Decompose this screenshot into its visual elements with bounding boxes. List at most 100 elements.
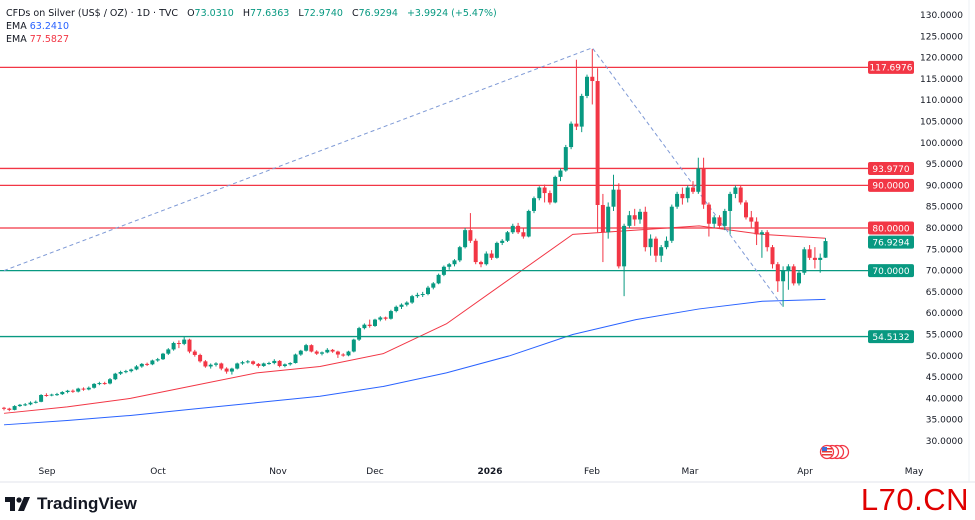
candle-body [547, 193, 552, 203]
candle-body [616, 189, 621, 267]
time-axis[interactable]: Sep Oct Nov Dec 2026 Feb Mar Apr May [39, 467, 924, 477]
candle-body [65, 390, 70, 393]
candle-body [744, 202, 748, 218]
candle-body [802, 249, 807, 273]
candle [627, 210, 632, 228]
candle-body [600, 204, 605, 233]
candle [2, 406, 6, 411]
candle-body [441, 266, 446, 275]
candle [431, 282, 436, 290]
candle-body [537, 187, 542, 199]
candle [473, 238, 478, 265]
candle-body [431, 283, 436, 288]
candle-body [39, 394, 44, 402]
candle [489, 250, 494, 260]
candle [510, 223, 515, 234]
candle [521, 228, 526, 239]
candle-body [134, 366, 139, 370]
candle [320, 351, 324, 356]
candle [812, 247, 817, 269]
level-badge-label: 70.0000 [872, 267, 909, 277]
candle-body [516, 225, 521, 233]
candle [224, 367, 229, 374]
candle-body [33, 401, 38, 403]
candle [373, 318, 377, 327]
ema-legend-long[interactable]: EMA 63.2410 [6, 20, 497, 33]
candle [611, 174, 616, 211]
price-chart[interactable]: 130.0000 125.0000 120.0000 115.0000 110.0000… [0, 0, 975, 485]
candle [108, 377, 112, 385]
candle-body [102, 383, 107, 385]
candle [17, 403, 22, 407]
candle [314, 350, 319, 355]
candle [706, 202, 711, 237]
candle [330, 348, 335, 353]
candle-body [330, 349, 335, 352]
level-badge [868, 161, 914, 175]
candle-body [293, 354, 298, 364]
candle-body [76, 388, 81, 392]
candle-body [717, 217, 722, 226]
candle-body [176, 343, 181, 345]
price-badges: 117.6976 93.9770 90.0000 80.0000 70.0000 54.5… [868, 60, 914, 344]
candle-body [267, 363, 271, 365]
candle-body [791, 266, 796, 284]
candle [187, 338, 192, 354]
price-tick: 75.0000 [926, 245, 963, 255]
candle [728, 191, 733, 235]
candle-body [198, 354, 203, 362]
candle-body [696, 168, 701, 192]
candle [574, 59, 579, 131]
candle-body [272, 360, 277, 364]
candle [765, 230, 770, 252]
candle [367, 319, 372, 328]
candle-body [282, 364, 287, 367]
level-badge-label: 80.0000 [872, 224, 909, 234]
candle-body [553, 176, 558, 203]
open-label: O [187, 8, 195, 19]
candle-body [383, 317, 388, 319]
candle [457, 245, 462, 263]
candle-body [632, 215, 637, 220]
price-axis[interactable]: 130.0000 125.0000 120.0000 115.0000 110.0000… [920, 11, 963, 447]
ema-lines [3, 225, 826, 426]
candle-body [378, 317, 383, 320]
ema-legend-short[interactable]: EMA 77.5827 [6, 33, 497, 46]
candle-body [394, 306, 399, 312]
candle [245, 360, 250, 364]
candle [171, 341, 176, 351]
candle [28, 401, 33, 406]
candle-body [325, 349, 330, 353]
candle [797, 270, 801, 286]
candle-body [12, 406, 17, 410]
candle [49, 393, 54, 397]
tradingview-logo[interactable]: TradingView [5, 494, 137, 514]
candle-body [627, 215, 632, 226]
candle-body [770, 247, 775, 265]
symbol-title[interactable]: CFDs on Silver (US$ / OZ) · 1D · TVC [6, 8, 179, 19]
candle [802, 247, 807, 275]
candle [680, 187, 685, 205]
candle [44, 393, 49, 397]
candle-body [643, 211, 648, 248]
candle [139, 363, 144, 368]
candle-body [494, 242, 499, 258]
candle [426, 285, 430, 296]
price-tick: 90.0000 [926, 181, 963, 191]
candle [643, 206, 648, 252]
candle [516, 222, 521, 234]
us-flag-event-icons[interactable] [819, 444, 850, 460]
candle [256, 363, 261, 368]
candle [754, 217, 759, 246]
candle-body [510, 225, 515, 233]
candle [166, 348, 171, 355]
candle-body [235, 363, 240, 369]
candle-body [574, 123, 579, 127]
candle-body [44, 394, 49, 396]
candle-body [410, 296, 415, 303]
candle-body [765, 232, 770, 248]
candle [579, 93, 584, 133]
candle [65, 389, 70, 394]
candle [712, 215, 717, 228]
candle-body [314, 351, 319, 354]
